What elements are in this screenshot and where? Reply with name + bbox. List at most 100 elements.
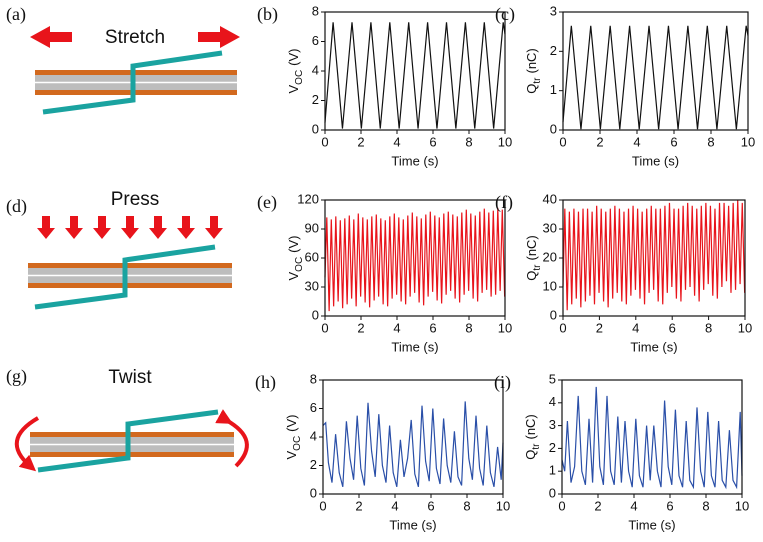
y-tick-label: 2: [550, 43, 557, 58]
x-tick-label: 6: [670, 134, 677, 149]
y-label-subscript: tr: [532, 264, 543, 271]
y-tick-label: 2: [312, 92, 319, 107]
data-line: [562, 25, 749, 130]
data-line: [324, 207, 506, 312]
panel-caption: Stretch: [105, 27, 165, 48]
x-tick-label: 0: [559, 320, 566, 335]
y-tick-label: 0: [550, 307, 557, 322]
y-tick-label: 5: [549, 371, 556, 386]
panel-label: (b): [257, 4, 278, 25]
axes-frame: [322, 379, 504, 495]
y-axis-label: VOC (V): [284, 414, 302, 459]
y-label-unit: (nC): [524, 235, 539, 260]
x-tick-label: 2: [594, 498, 601, 513]
x-axis-label: Time (s): [628, 517, 675, 532]
x-tick-label: 10: [498, 134, 512, 149]
x-tick-label: 10: [738, 320, 752, 335]
x-tick-label: 6: [429, 134, 436, 149]
panel-label: (c): [495, 4, 515, 25]
y-tick-label: 1: [550, 82, 557, 97]
axes-frame: [562, 11, 749, 131]
y-label-symbol: V: [286, 272, 301, 281]
y-tick-label: 2: [549, 440, 556, 455]
x-tick-label: 2: [596, 320, 603, 335]
y-tick-label: 4: [310, 428, 317, 443]
y-tick-label: 40: [543, 191, 557, 206]
y-tick-label: 6: [312, 33, 319, 48]
y-tick-label: 4: [549, 394, 556, 409]
y-label-symbol: Q: [524, 271, 539, 281]
y-label-subscript: OC: [294, 257, 305, 272]
y-tick-label: 8: [312, 3, 319, 18]
y-axis-label: Qtr (nC): [524, 48, 542, 94]
y-label-symbol: V: [284, 451, 299, 460]
y-label-subscript: OC: [294, 70, 305, 85]
twist-diagram: [14, 409, 249, 473]
y-label-subscript: tr: [531, 443, 542, 450]
y-label-subscript: tr: [532, 77, 543, 84]
y-tick-label: 60: [305, 249, 319, 264]
panel-label: (a): [6, 4, 26, 25]
y-tick-label: 0: [549, 485, 556, 500]
y-tick-label: 6: [310, 400, 317, 415]
x-axis-label: Time (s): [391, 339, 438, 354]
y-tick-label: 2: [310, 457, 317, 472]
chart: 0 2 4 6 8 10 0 1 2 3 4 5 Time (s) Qtr (nC) (i): [494, 371, 749, 532]
x-tick-label: 10: [735, 498, 749, 513]
y-tick-label: 0: [312, 121, 319, 136]
y-axis-label: Qtr (nC): [524, 235, 542, 281]
data-line: [562, 199, 746, 311]
axes-frame: [324, 11, 506, 131]
chart: 0 2 4 6 8 10 0 2 4 6 8 Time (s) VOC (V) (h): [255, 371, 510, 532]
y-tick-label: 120: [297, 191, 319, 206]
chart: 0 2 4 6 8 10 0 30 60 90 120 Time (s) VOC (V) (e): [257, 191, 512, 354]
x-tick-label: 2: [357, 320, 364, 335]
x-tick-label: 10: [496, 498, 510, 513]
y-tick-label: 3: [550, 3, 557, 18]
x-tick-label: 10: [498, 320, 512, 335]
y-label-subscript: OC: [292, 436, 303, 451]
data-line: [561, 386, 743, 490]
x-tick-label: 4: [393, 320, 400, 335]
x-tick-label: 8: [463, 498, 470, 513]
x-tick-label: 6: [669, 320, 676, 335]
y-tick-label: 10: [543, 278, 557, 293]
x-tick-label: 0: [321, 134, 328, 149]
y-tick-label: 20: [543, 249, 557, 264]
x-tick-label: 0: [321, 320, 328, 335]
chart: 0 2 4 6 8 10 0 10 20 30 40 Time (s) Qtr (nC) (f): [495, 191, 752, 354]
axes-frame: [561, 379, 743, 495]
x-tick-label: 6: [427, 498, 434, 513]
x-tick-label: 4: [630, 498, 637, 513]
y-label-unit: (nC): [524, 48, 539, 73]
x-axis-label: Time (s): [630, 339, 677, 354]
x-tick-label: 8: [465, 320, 472, 335]
y-tick-label: 30: [305, 278, 319, 293]
x-tick-label: 8: [702, 498, 709, 513]
x-axis-label: Time (s): [389, 517, 436, 532]
y-tick-label: 1: [549, 463, 556, 478]
x-tick-label: 8: [705, 320, 712, 335]
chart: 0 2 4 6 8 10 0 2 4 6 8 Time (s) VOC (V) (b): [257, 3, 512, 168]
y-axis-label: Qtr (nC): [523, 414, 541, 460]
panel-label: (e): [257, 192, 277, 213]
y-axis-label: VOC (V): [286, 235, 304, 280]
x-tick-label: 6: [666, 498, 673, 513]
press-diagram: [28, 216, 232, 310]
x-tick-label: 6: [429, 320, 436, 335]
x-tick-label: 2: [596, 134, 603, 149]
panel-label: (f): [495, 192, 513, 213]
y-tick-label: 8: [310, 371, 317, 386]
panel-caption: Press: [111, 189, 160, 210]
x-tick-label: 2: [355, 498, 362, 513]
y-axis-label: VOC (V): [286, 48, 304, 93]
x-tick-label: 0: [558, 498, 565, 513]
x-axis-label: Time (s): [632, 153, 679, 168]
panel-label: (h): [255, 372, 276, 393]
y-tick-label: 0: [550, 121, 557, 136]
y-tick-label: 3: [549, 417, 556, 432]
x-tick-label: 8: [465, 134, 472, 149]
x-tick-label: 0: [559, 134, 566, 149]
panel-caption: Twist: [108, 367, 152, 388]
